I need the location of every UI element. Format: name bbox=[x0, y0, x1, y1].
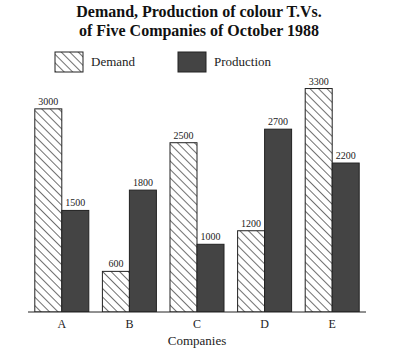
legend-swatch bbox=[55, 52, 83, 72]
bar bbox=[238, 231, 265, 312]
bar bbox=[35, 109, 62, 312]
x-axis bbox=[28, 312, 366, 313]
bar bbox=[62, 210, 89, 312]
bars bbox=[35, 89, 359, 312]
data-label: 2700 bbox=[268, 116, 288, 127]
data-label: 1000 bbox=[201, 231, 221, 242]
data-label: 3000 bbox=[38, 96, 58, 107]
bar bbox=[265, 129, 292, 312]
chart-title: Demand, Production of colour T.Vs. of Fi… bbox=[74, 2, 324, 40]
data-label: 1200 bbox=[241, 218, 261, 229]
data-label: 600 bbox=[108, 258, 123, 269]
legend-label: Production bbox=[214, 54, 272, 69]
bar bbox=[102, 271, 129, 312]
bar bbox=[170, 143, 197, 312]
bar bbox=[197, 244, 224, 312]
legend-label: Demand bbox=[91, 54, 136, 69]
data-label: 2500 bbox=[174, 130, 194, 141]
bar bbox=[332, 163, 359, 312]
x-tick-label: C bbox=[193, 317, 201, 331]
x-tick-label: B bbox=[125, 317, 133, 331]
data-label: 3300 bbox=[309, 76, 329, 87]
x-axis-label: Companies bbox=[168, 333, 227, 348]
legend-swatch bbox=[178, 52, 206, 72]
chart: Demand Production 3000 1500 600 1800 2500 1000 1… bbox=[0, 0, 398, 358]
data-labels: 3000 1500 600 1800 2500 1000 1200 2700 3300 2200 bbox=[38, 76, 355, 270]
data-label: 1500 bbox=[65, 197, 85, 208]
x-tick-label: E bbox=[329, 317, 336, 331]
x-tick-label: A bbox=[57, 317, 66, 331]
bar bbox=[129, 190, 156, 312]
data-label: 1800 bbox=[133, 177, 153, 188]
x-tick-label: D bbox=[260, 317, 269, 331]
bar bbox=[305, 89, 332, 312]
data-label: 2200 bbox=[336, 150, 356, 161]
